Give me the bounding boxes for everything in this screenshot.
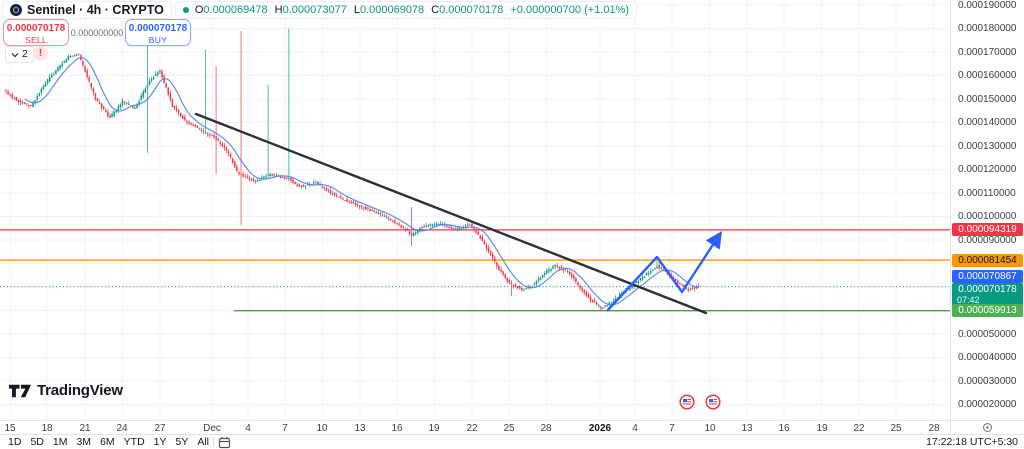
time-tick: 21 [79,423,91,434]
candlestick-chart[interactable] [0,0,950,420]
symbol-title[interactable]: Sentinel · 4h · CRYPTO [27,3,164,17]
range-button-1m[interactable]: 1M [52,436,68,448]
ohlc-pair: O0.000069478 [194,4,268,16]
time-tick: 7 [669,423,675,434]
range-button-5y[interactable]: 5Y [175,436,189,448]
bottom-toolbar: 1D 5D 1M 3M 6M YTD 1Y 5Y All 17:22:18 UTC+5:30 [0,434,1024,449]
price-badge-support-level[interactable]: 0.000059913 [952,304,1023,318]
price-tick: 0.000190000 [958,0,1017,11]
price-badge-alert-level-mid[interactable]: 0.000081454 [952,253,1023,267]
ohlc-values: O0.000069478 H0.000073077 L0.000069078 C0.0… [195,4,629,16]
symbol-header[interactable]: Sentinel · 4h · CRYPTO [3,2,171,18]
ohlc-pair: L0.000069078 [353,4,425,16]
date-range-buttons: 1D 5D 1M 3M 6M YTD 1Y 5Y All [0,436,209,448]
ohlc-pair: H0.000073077 [274,4,347,16]
time-tick: 13 [741,423,753,434]
axis-settings-corner[interactable] [950,420,1024,434]
chart-area[interactable]: TradingView [0,0,950,420]
time-tick: 22 [853,423,865,434]
object-tree-count: 2 [22,49,28,60]
toolbar-divider [213,437,215,447]
price-badge-last-price[interactable]: 0.000070178 07:42 [952,283,1023,307]
gear-icon[interactable] [982,422,993,433]
time-tick: 22 [466,423,478,434]
time-tick: 16 [778,423,790,434]
time-tick: 19 [428,423,440,434]
watermark-text: TradingView [37,382,123,399]
price-tick: 0.000020000 [958,399,1017,410]
price-tick: 0.000170000 [958,46,1017,58]
moving-average-line [24,57,699,306]
price-tick: 0.000040000 [958,352,1017,363]
range-button-ytd[interactable]: YTD [123,436,145,448]
economic-event-icon[interactable] [679,394,695,410]
time-tick: 15 [4,423,16,434]
time-tick: 13 [354,423,366,434]
time-tick: 7 [282,423,288,434]
time-tick: 10 [316,423,328,434]
time-tick: 25 [503,423,515,434]
time-tick: 16 [391,423,403,434]
economic-event-icon[interactable] [705,394,721,410]
range-button-1d[interactable]: 1D [8,436,22,448]
trade-widget: 0.000070178 SELL 0.000000000 0.000070178… [3,19,191,46]
time-tick: 4 [632,423,638,434]
range-button-6m[interactable]: 6M [100,436,115,448]
buy-label: BUY [148,35,168,45]
price-tick: 0.000140000 [958,117,1017,128]
descending-trendline [194,112,708,315]
price-tick: 0.000120000 [958,164,1017,175]
price-badge-order-price[interactable]: 0.000070867 [952,270,1023,283]
time-tick: 2026 [588,423,612,434]
time-tick: 24 [116,423,128,434]
tradingview-watermark: TradingView [9,382,123,399]
range-button-1y[interactable]: 1Y [153,436,167,448]
symbol-logo-icon [10,4,22,16]
time-tick: 18 [41,423,53,434]
sell-label: SELL [25,35,47,45]
market-status-icon [182,7,189,13]
range-button-5d[interactable]: 5D [30,436,44,448]
price-axis[interactable]: 0.000190000 0.000180000 0.000170000 0.00016… [950,0,1024,420]
time-tick: 28 [540,423,552,434]
price-tick: 0.000100000 [958,211,1017,222]
change-value: +0.000000700 (+1.01%) [510,4,630,16]
time-tick: 4 [245,423,251,434]
time-tick: 25 [890,423,902,434]
price-tick: 0.000180000 [958,23,1017,34]
time-axis[interactable]: 15 18 21 24 27 Dec 4 7 10 13 16 19 22 25 28 2026 4 7 10 13 1… [0,420,950,434]
price-tick: 0.000030000 [958,375,1017,387]
buy-button[interactable]: 0.000070178 BUY [125,19,191,46]
spread-value: 0.000000000 [70,27,124,38]
chevron-down-icon [11,52,19,57]
range-button-all[interactable]: All [197,436,210,448]
time-tick: 10 [704,423,716,434]
price-tick: 0.000050000 [958,328,1017,340]
ohlc-pair: C0.000070178 [431,4,504,16]
price-tick: 0.000090000 [958,234,1017,246]
projection-arrow [606,230,722,312]
time-tick: 19 [816,423,828,434]
price-tick: 0.000150000 [958,93,1017,105]
object-tree-toggle[interactable]: 2 [5,46,34,63]
ohlc-readout: O0.000069478 H0.000073077 L0.000069078 C0.0… [175,2,637,18]
range-button-3m[interactable]: 3M [76,436,92,448]
price-tick: 0.000160000 [958,70,1017,81]
sell-button[interactable]: 0.000070178 SELL [3,19,69,46]
sell-price: 0.000070178 [6,23,66,34]
price-badge-alert-level-upper[interactable]: 0.000094319 [952,223,1023,237]
time-tick: 28 [928,423,940,434]
session-clock[interactable]: 17:22:18 UTC+5:30 [926,436,1018,448]
price-tick: 0.000110000 [958,187,1016,199]
tradingview-logo-icon [9,384,31,397]
price-tick: 0.000130000 [958,140,1017,152]
time-tick: Dec [203,423,221,434]
warning-icon[interactable]: ! [33,46,48,61]
calendar-icon[interactable] [218,436,231,449]
buy-price: 0.000070178 [128,23,188,34]
time-tick: 27 [154,423,166,434]
